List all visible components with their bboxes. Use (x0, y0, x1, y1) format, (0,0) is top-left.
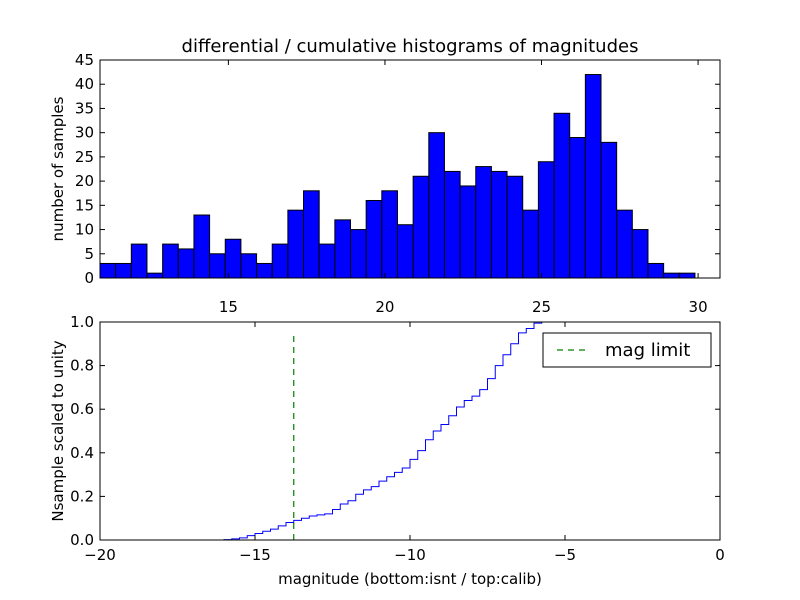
histogram-bar (396, 224, 414, 279)
histogram-bar (412, 175, 430, 279)
top-ylabel: number of samples (49, 96, 67, 241)
top-ytick-label: 5 (84, 245, 94, 263)
histogram-bar (130, 243, 148, 279)
histogram-bar (334, 219, 352, 279)
bottom-xtick-label: 0 (715, 546, 725, 564)
histogram-bar (522, 209, 539, 279)
histogram-bar (631, 229, 649, 279)
histogram-bar (177, 248, 195, 279)
histogram-bar (193, 214, 211, 279)
histogram-bar (287, 209, 305, 279)
histogram-bar (350, 229, 367, 279)
top-ytick-label: 0 (84, 269, 94, 287)
histogram-bar (647, 262, 665, 279)
histogram-bar (663, 272, 680, 279)
histogram-bar (490, 170, 508, 279)
top-ytick-label: 40 (75, 75, 94, 93)
bottom-xtick-label: −15 (239, 546, 271, 564)
histogram-bar (600, 141, 618, 279)
cumulative-step-line (100, 321, 721, 541)
histogram-bar (224, 238, 242, 279)
bottom-plot (100, 321, 721, 541)
top-ytick-label: 20 (75, 172, 94, 190)
histogram-bar (443, 170, 461, 279)
histogram-bar (475, 166, 492, 279)
top-xtick-label: 25 (532, 298, 551, 316)
top-xtick-label: 20 (375, 298, 394, 316)
bottom-xtick-label: −20 (84, 546, 116, 564)
top-ytick-label: 15 (75, 196, 94, 214)
histogram-bar (537, 161, 555, 279)
histogram-bar (381, 190, 398, 279)
histogram-bar (256, 262, 273, 279)
histogram-bar (569, 137, 586, 279)
bottom-axes-frame (99, 321, 721, 541)
bottom-xtick-label: −10 (394, 546, 426, 564)
histogram-bar (318, 243, 336, 279)
bottom-xlabel: magnitude (bottom:isnt / top:calib) (278, 570, 542, 588)
histogram-bar (146, 272, 164, 279)
top-ytick-label: 35 (75, 99, 94, 117)
top-ytick-label: 30 (75, 124, 94, 142)
bottom-ticks: −20 −15 −10 −5 0 0.0 0.2 0.4 0.6 0.8 1.0 (70, 313, 725, 564)
histogram-bar (678, 272, 696, 279)
histogram-bar (99, 262, 117, 279)
legend-label: mag limit (605, 340, 690, 361)
top-bars (99, 74, 696, 279)
bottom-ytick-label: 1.0 (70, 313, 94, 331)
bottom-ytick-label: 0.4 (70, 444, 94, 462)
top-ytick-label: 10 (75, 221, 94, 239)
top-ytick-label: 45 (75, 51, 94, 69)
histogram-bar (162, 243, 179, 279)
histogram-bar (303, 190, 320, 279)
histogram-bar (115, 262, 132, 279)
top-xtick-label: 30 (689, 298, 708, 316)
histogram-bar (553, 112, 571, 279)
bottom-ytick-label: 0.2 (70, 487, 94, 505)
bottom-ytick-label: 0.8 (70, 357, 94, 375)
top-ticks: 15 20 25 30 0 5 10 15 20 25 30 35 40 45 (75, 51, 720, 316)
top-ytick-label: 25 (75, 148, 94, 166)
top-panel: differential / cumulative histograms of … (49, 36, 721, 316)
chart-title: differential / cumulative histograms of … (182, 36, 639, 57)
bottom-ytick-label: 0.0 (70, 531, 94, 549)
histogram-bar (616, 209, 633, 279)
histogram-bar (271, 243, 289, 279)
top-xtick-label: 15 (219, 298, 238, 316)
bottom-ytick-label: 0.6 (70, 400, 94, 418)
histogram-bar (584, 74, 602, 279)
bottom-panel: −20 −15 −10 −5 0 0.0 0.2 0.4 0.6 0.8 1.0 magnitude… (49, 313, 725, 588)
histogram-bar (240, 253, 258, 279)
histogram-bar (459, 185, 477, 279)
histogram-bar (428, 132, 445, 279)
histogram-bar (209, 253, 226, 279)
bottom-ylabel: Nsample scaled to unity (49, 340, 67, 521)
histogram-bar (506, 175, 524, 279)
histogram-bar (365, 199, 383, 279)
legend: mag limit (542, 332, 712, 368)
bottom-xtick-label: −5 (554, 546, 576, 564)
top-axes-frame (99, 59, 721, 279)
